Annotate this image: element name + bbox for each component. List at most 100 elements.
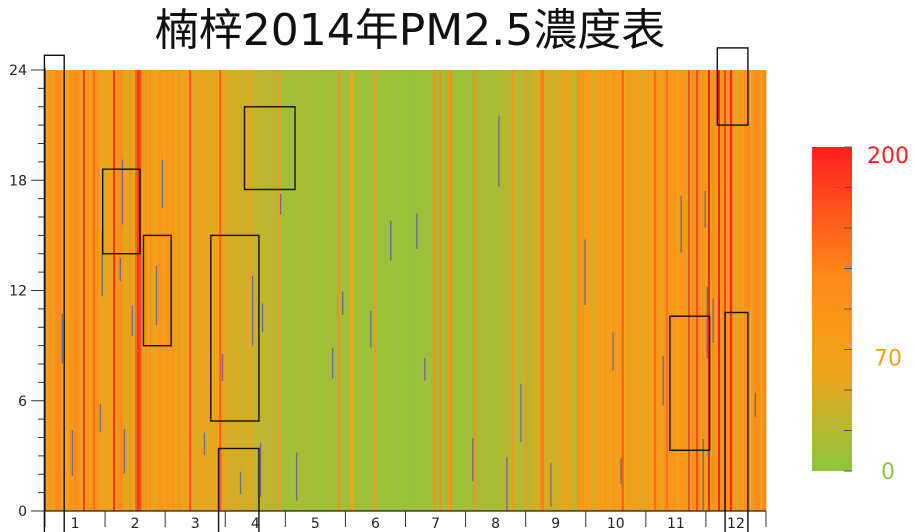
heatmap-column — [233, 70, 236, 511]
heatmap-column — [157, 70, 160, 511]
heatmap-column — [417, 70, 420, 511]
heatmap-column — [637, 70, 641, 511]
annotation-box — [669, 315, 711, 452]
heatmap-column — [531, 70, 535, 511]
heatmap-column — [321, 70, 324, 511]
x-tick-label: 11 — [667, 516, 685, 532]
heatmap-column — [613, 70, 617, 511]
heatmap-column — [149, 70, 152, 511]
x-tick-label: 7 — [431, 516, 440, 532]
heatmap-column — [361, 70, 364, 511]
annotation-box — [243, 106, 296, 191]
heatmap-column — [513, 70, 517, 511]
heatmap-column — [553, 70, 557, 511]
heatmap-column — [687, 70, 691, 511]
heatmap-column — [501, 70, 505, 511]
missing-data-mark — [506, 457, 508, 511]
annotation-boxes — [43, 47, 749, 532]
missing-data-mark — [101, 230, 104, 297]
heatmap-column — [559, 70, 563, 511]
heatmap-column — [671, 70, 675, 511]
heatmap-column — [327, 70, 330, 511]
heatmap-column — [183, 70, 186, 511]
heatmap-column — [355, 70, 358, 511]
heatmap-column — [737, 70, 741, 511]
heatmap-column — [563, 70, 567, 511]
heatmap-column — [203, 70, 206, 511]
heatmap-column — [619, 70, 623, 511]
heatmap-column — [717, 70, 721, 511]
heatmap-cells — [45, 70, 767, 511]
heatmap-column — [511, 70, 515, 511]
heatmap-column — [275, 70, 278, 511]
x-tick-label: 8 — [491, 516, 500, 532]
heatmap-column — [45, 70, 48, 511]
heatmap-column — [363, 70, 366, 511]
heatmap-column — [547, 70, 551, 511]
heatmap-column — [483, 70, 487, 511]
missing-data-mark — [662, 355, 664, 406]
heatmap-column — [385, 70, 388, 511]
x-tick-label: 3 — [191, 516, 200, 532]
heatmap-column — [247, 70, 250, 511]
heatmap-column — [95, 70, 98, 511]
missing-data-mark — [390, 220, 392, 261]
heatmap-column — [325, 70, 328, 511]
y-tick-label: 18 — [9, 173, 27, 189]
missing-data-mark — [472, 438, 474, 482]
x-tick-label: 9 — [551, 516, 560, 532]
missing-data-mark — [706, 286, 709, 359]
heatmap-column — [533, 70, 537, 511]
heatmap-column — [743, 70, 747, 511]
heatmap-column — [695, 70, 699, 511]
heatmap-column — [223, 70, 226, 511]
heatmap-column — [573, 70, 577, 511]
heatmap-column — [221, 70, 224, 511]
heatmap-column — [141, 70, 144, 511]
heatmap-column — [451, 70, 454, 511]
heatmap-column — [225, 70, 228, 511]
heatmap-column — [437, 70, 440, 511]
missing-data-mark — [131, 305, 134, 337]
heatmap-column — [611, 70, 615, 511]
heatmap-column — [115, 70, 118, 511]
heatmap-column — [491, 70, 495, 511]
heatmap-column — [661, 70, 665, 511]
heatmap-column — [581, 70, 585, 511]
heatmap-column — [621, 70, 625, 511]
heatmap-column — [495, 70, 499, 511]
heatmap-column — [375, 70, 378, 511]
missing-data-mark — [702, 439, 705, 510]
heatmap-column — [507, 70, 511, 511]
heatmap-column — [91, 70, 94, 511]
heatmap-column — [595, 70, 599, 511]
heatmap-column — [201, 70, 204, 511]
heatmap-column — [359, 70, 362, 511]
heatmap-column — [649, 70, 653, 511]
heatmap-column — [319, 70, 322, 511]
heatmap-column — [641, 70, 645, 511]
heatmap-column — [541, 70, 545, 511]
heatmap-column — [151, 70, 154, 511]
heatmap-column — [383, 70, 386, 511]
heatmap-column — [565, 70, 569, 511]
y-tick-label: 12 — [9, 284, 27, 300]
heatmap-column — [271, 70, 274, 511]
heatmap-column — [625, 70, 629, 511]
heatmap-column — [739, 70, 743, 511]
heatmap-column — [269, 70, 272, 511]
heatmap-column — [499, 70, 503, 511]
heatmap-column — [323, 70, 326, 511]
heatmap-column — [753, 70, 757, 511]
heatmap-column — [457, 70, 460, 511]
heatmap-column — [263, 70, 266, 511]
heatmap-column — [191, 70, 194, 511]
heatmap-column — [589, 70, 593, 511]
heatmap-column — [211, 70, 214, 511]
heatmap-column — [449, 70, 452, 511]
heatmap-column — [261, 70, 264, 511]
heatmap-column — [47, 70, 50, 511]
heatmap-column — [99, 70, 102, 511]
chart-title: 楠梓2014年PM2.5濃度表 — [155, 5, 665, 56]
